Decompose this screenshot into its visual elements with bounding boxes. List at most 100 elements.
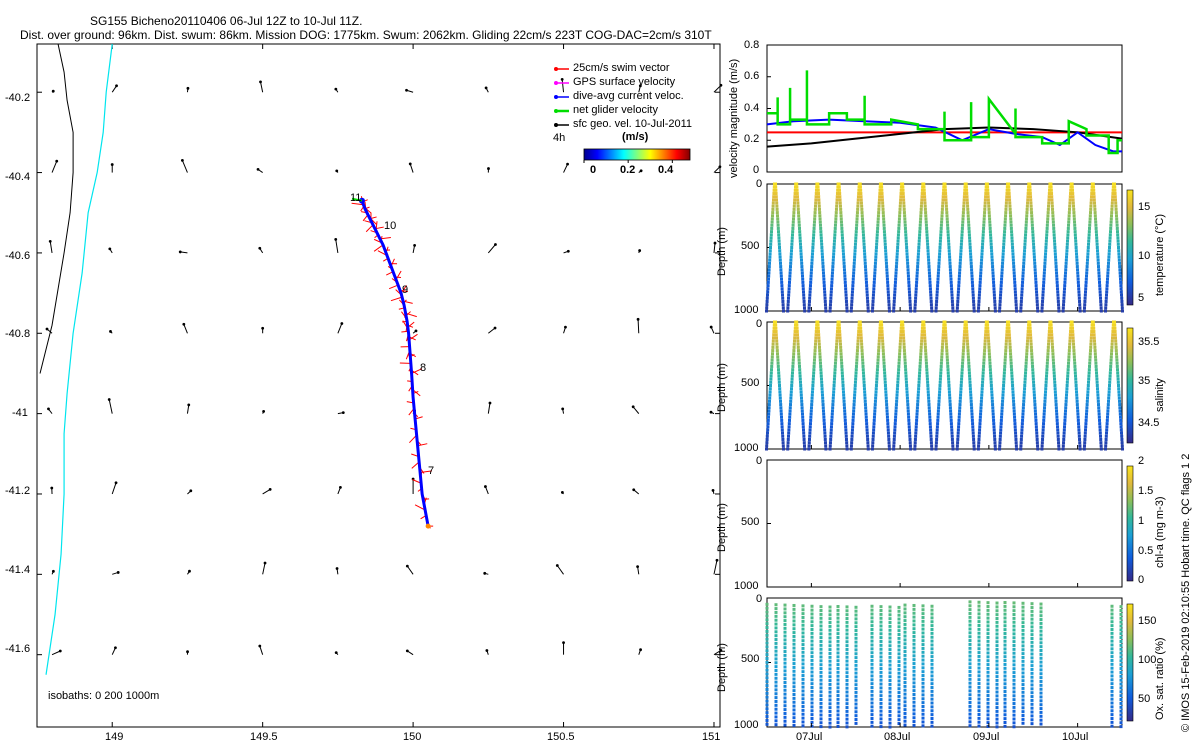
profile-point-temperature	[971, 284, 975, 288]
oxygen-point	[1119, 605, 1123, 609]
profile-point-salinity	[946, 374, 950, 378]
profile-point-salinity	[877, 336, 881, 340]
profile-point-salinity	[1118, 403, 1122, 407]
sfc-vel-arrow	[51, 650, 61, 656]
profile-point-temperature	[1085, 268, 1089, 272]
oxygen-point	[870, 635, 874, 639]
profile-point-temperature	[860, 214, 864, 218]
profile-point-salinity	[1095, 374, 1099, 378]
profile-point-temperature	[988, 220, 992, 224]
profile-point-temperature	[1071, 198, 1075, 202]
oxygen-point	[783, 711, 787, 715]
profile-point-temperature	[822, 284, 826, 288]
profile-point-salinity	[884, 387, 888, 391]
oxygen-point	[921, 658, 925, 662]
profile-point-salinity	[1028, 330, 1032, 334]
profile-point-temperature	[845, 303, 849, 307]
profile-point-temperature	[923, 204, 927, 208]
oxygen-point	[801, 631, 805, 635]
profile-point-temperature	[857, 192, 861, 196]
profile-point-temperature	[1013, 277, 1017, 281]
oxygen-point	[765, 653, 769, 657]
profile-point-temperature	[765, 296, 769, 300]
ox-cbar-tick-50: 50	[1138, 693, 1151, 705]
profile-point-temperature	[1042, 277, 1046, 281]
profile-point-temperature	[779, 265, 783, 269]
profile-point-salinity	[1041, 431, 1045, 435]
profile-point-temperature	[774, 182, 777, 186]
oxygen-point	[870, 655, 874, 659]
oxygen-point	[903, 684, 907, 688]
oxygen-point	[1110, 647, 1114, 651]
profile-point-salinity	[1108, 377, 1112, 381]
oxygen-point	[783, 615, 787, 619]
profile-point-salinity	[927, 399, 931, 403]
sfc-vel-arrowhead	[114, 646, 117, 650]
profile-point-temperature	[913, 306, 917, 310]
oxygen-point	[968, 712, 972, 716]
profile-point-salinity	[786, 447, 790, 451]
profile-point-temperature	[978, 290, 982, 294]
oxygen-point	[977, 658, 981, 662]
profile-point-salinity	[845, 447, 849, 451]
profile-point-salinity	[786, 444, 790, 448]
profile-point-temperature	[831, 265, 835, 269]
profile-point-salinity	[1020, 434, 1024, 438]
oxygen-point	[783, 607, 787, 611]
profile-point-salinity	[1004, 345, 1008, 349]
profile-point-salinity	[1054, 403, 1058, 407]
profile-point-temperature	[892, 309, 896, 313]
profile-point-temperature	[884, 258, 888, 262]
oxygen-point	[792, 716, 796, 720]
profile-point-salinity	[908, 431, 912, 435]
oxygen-point	[888, 663, 892, 667]
profile-point-temperature	[1008, 211, 1012, 215]
profile-point-salinity	[979, 403, 983, 407]
profile-point-temperature	[874, 249, 878, 253]
profile-point-salinity	[1105, 428, 1109, 432]
profile-point-temperature	[949, 277, 953, 281]
profile-point-salinity	[1092, 336, 1096, 340]
profile-point-salinity	[1050, 330, 1054, 334]
profile-point-temperature	[993, 309, 997, 313]
profile-point-salinity	[962, 333, 966, 337]
profile-point-salinity	[862, 380, 866, 384]
oxygen-point	[845, 713, 849, 717]
profile-point-temperature	[916, 261, 920, 265]
oxygen-point	[912, 615, 916, 619]
oxygen-point	[986, 682, 990, 686]
oxygen-point	[1110, 720, 1114, 724]
profile-point-temperature	[1110, 204, 1114, 208]
profile-point-temperature	[979, 271, 983, 275]
profile-point-temperature	[906, 261, 910, 265]
profile-point-salinity	[1011, 387, 1015, 391]
profile-point-salinity	[896, 380, 900, 384]
oxygen-point	[1003, 651, 1007, 655]
oxygen-point	[774, 603, 778, 607]
oxygen-point	[1012, 713, 1016, 717]
profile-point-temperature	[937, 265, 941, 269]
profile-point-salinity	[1075, 390, 1079, 394]
sfc-vel-arrowhead	[335, 567, 339, 570]
profile-point-temperature	[1120, 306, 1124, 310]
profile-point-temperature	[860, 217, 864, 221]
profile-point-salinity	[956, 428, 960, 432]
oxygen-point	[977, 639, 981, 643]
profile-point-salinity	[842, 393, 846, 397]
profile-point-salinity	[898, 352, 902, 356]
profile-point-salinity	[1023, 374, 1027, 378]
oxygen-point	[968, 670, 972, 674]
oxygen-point	[774, 696, 778, 700]
profile-point-salinity	[820, 390, 824, 394]
oxygen-point	[879, 651, 883, 655]
profile-point-salinity	[1107, 390, 1111, 394]
profile-point-temperature	[924, 211, 928, 215]
profile-point-salinity	[842, 403, 846, 407]
profile-point-temperature	[1105, 287, 1109, 291]
sfc-vel-arrowhead	[718, 165, 722, 169]
oxygen-point	[1012, 667, 1016, 671]
profile-point-temperature	[1113, 185, 1117, 189]
profile-point-salinity	[1024, 371, 1028, 375]
profile-point-salinity	[950, 431, 954, 435]
profile-point-temperature	[919, 204, 923, 208]
